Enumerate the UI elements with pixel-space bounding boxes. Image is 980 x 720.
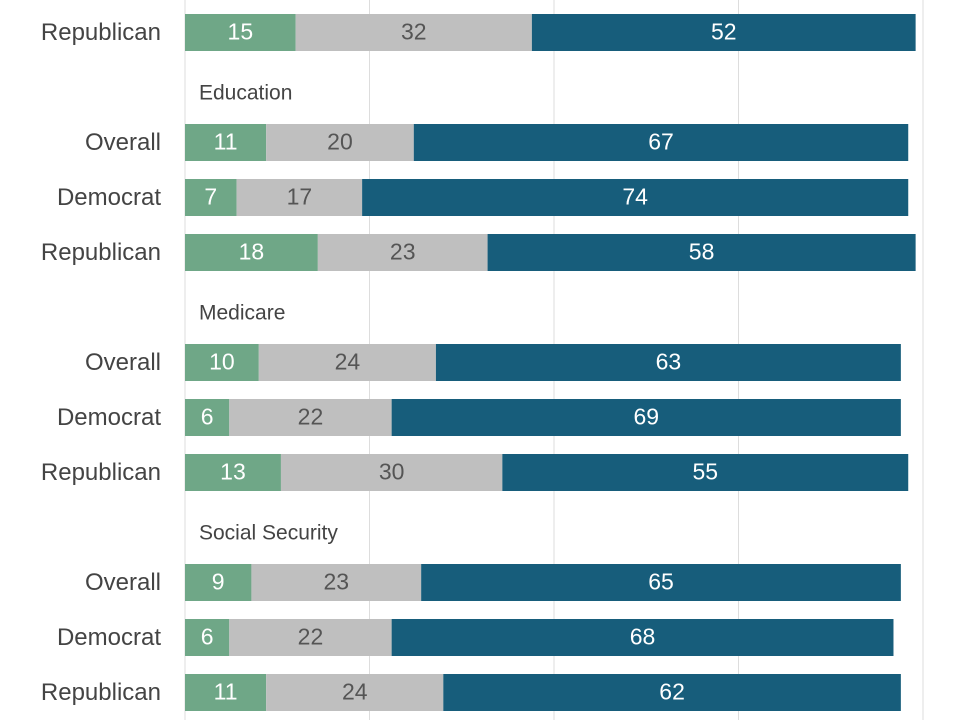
bar-value-label: 6	[201, 404, 214, 430]
group-title: Medicare	[199, 302, 285, 325]
bar-value-label: 10	[209, 349, 235, 375]
row-label: Overall	[85, 129, 161, 156]
bar-value-label: 6	[201, 624, 214, 650]
bar-value-label: 55	[692, 459, 718, 485]
bar-value-label: 74	[622, 184, 648, 210]
bar-segment-2	[295, 14, 532, 51]
bar-segment-1	[185, 124, 267, 161]
bar-segment-1	[185, 619, 230, 656]
bar-value-label: 30	[379, 459, 405, 485]
bar-value-label: 11	[214, 129, 238, 155]
bar-segment-3	[421, 564, 901, 601]
bar-segment-2	[229, 619, 392, 656]
bar-segment-1	[185, 234, 318, 271]
bar-value-label: 22	[298, 404, 324, 430]
bar-segment-3	[391, 399, 901, 436]
bar-segment-2	[229, 399, 392, 436]
bar-value-label: 18	[239, 239, 265, 265]
bar-segment-3	[362, 179, 909, 216]
group-title: Social Security	[199, 522, 338, 545]
bar-segment-1	[185, 564, 252, 601]
bar-segment-3	[531, 14, 916, 51]
row-label: Overall	[85, 349, 161, 376]
row-label: Democrat	[57, 624, 161, 651]
bar-segment-3	[502, 454, 909, 491]
bar-value-label: 68	[630, 624, 656, 650]
bar-value-label: 11	[214, 679, 238, 705]
bar-value-label: 13	[220, 459, 246, 485]
row-label: Overall	[85, 569, 161, 596]
bar-segment-1	[185, 674, 267, 711]
bar-value-label: 9	[212, 569, 225, 595]
bar-segment-3	[435, 344, 901, 381]
bar-value-label: 24	[335, 349, 361, 375]
bar-value-label: 58	[689, 239, 715, 265]
bar-value-label: 17	[287, 184, 313, 210]
bar-segment-2	[258, 344, 436, 381]
group-titles: Education Medicare Social Security	[199, 82, 338, 545]
bar-value-label: 22	[298, 624, 324, 650]
bar-segment-3	[443, 674, 901, 711]
bar-segment-2	[251, 564, 422, 601]
bar-segment-1	[185, 454, 281, 491]
bar-segment-2	[266, 674, 444, 711]
bar-segment-1	[185, 399, 230, 436]
bar-segment-2	[317, 234, 488, 271]
bar-segment-2	[280, 454, 503, 491]
bar-value-label: 15	[228, 19, 254, 45]
bar-segment-2	[266, 124, 414, 161]
bar-value-label: 32	[401, 19, 427, 45]
row-label: Democrat	[57, 404, 161, 431]
bar-segment-3	[391, 619, 894, 656]
bar-value-label: 65	[648, 569, 674, 595]
group-title: Education	[199, 82, 292, 105]
bar-segment-3	[413, 124, 909, 161]
bar-value-label: 23	[390, 239, 416, 265]
row-label: Republican	[41, 679, 161, 706]
bar-segment-2	[236, 179, 363, 216]
bar-value-label: 62	[659, 679, 685, 705]
bar-value-label: 20	[327, 129, 353, 155]
row-label: Republican	[41, 459, 161, 486]
bar-segment-1	[185, 179, 237, 216]
bar-segment-1	[185, 14, 296, 51]
bar-segment-1	[185, 344, 259, 381]
row-labels: Republican Overall Democrat Republican Overa…	[41, 19, 161, 706]
bar-segment-3	[487, 234, 916, 271]
bar-value-label: 7	[204, 184, 217, 210]
bar-value-label: 69	[633, 404, 659, 430]
bar-value-label: 24	[342, 679, 368, 705]
row-label: Republican	[41, 239, 161, 266]
bar-value-label: 23	[323, 569, 349, 595]
bar-value-label: 63	[656, 349, 682, 375]
row-label: Republican	[41, 19, 161, 46]
row-label: Democrat	[57, 184, 161, 211]
bar-value-label: 67	[648, 129, 674, 155]
bar-value-label: 52	[711, 19, 737, 45]
